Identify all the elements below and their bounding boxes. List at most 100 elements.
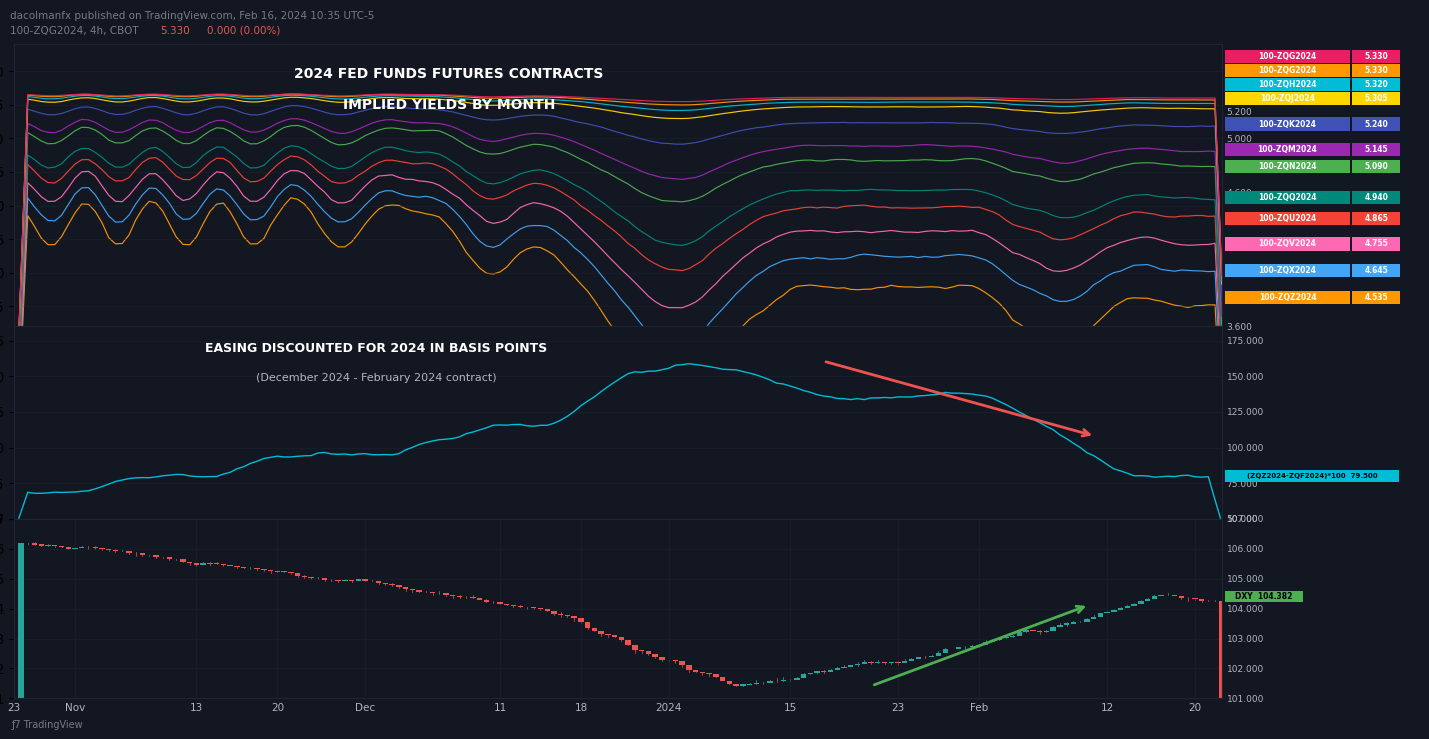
Bar	[1085, 619, 1089, 621]
Bar	[579, 619, 583, 622]
Bar	[517, 606, 523, 607]
Bar	[936, 653, 942, 655]
Bar	[976, 644, 982, 646]
Bar	[262, 568, 267, 571]
Bar	[200, 563, 206, 565]
Bar	[220, 564, 226, 565]
Bar	[356, 579, 362, 581]
Text: 4.535: 4.535	[1365, 293, 1388, 302]
Bar	[795, 678, 799, 680]
Text: (December 2024 - February 2024 contract): (December 2024 - February 2024 contract)	[256, 372, 497, 383]
Bar	[996, 638, 1002, 640]
Bar	[234, 566, 240, 568]
Bar	[19, 543, 24, 739]
Bar	[342, 580, 347, 581]
Bar	[477, 598, 483, 600]
Bar	[484, 600, 489, 602]
Bar	[443, 593, 449, 595]
Bar	[693, 670, 699, 672]
Bar	[713, 674, 719, 677]
Bar	[1152, 596, 1157, 599]
Bar	[673, 660, 679, 661]
Bar	[322, 578, 327, 579]
Bar	[1090, 617, 1096, 619]
Bar	[1192, 598, 1198, 599]
Bar	[416, 590, 422, 592]
Text: 5.090: 5.090	[1365, 162, 1388, 171]
Bar	[39, 545, 44, 546]
Bar	[59, 545, 64, 547]
Bar	[470, 597, 476, 598]
Bar	[902, 661, 907, 664]
Bar	[153, 555, 159, 556]
Bar	[956, 647, 962, 649]
Bar	[855, 664, 860, 665]
Bar	[659, 658, 664, 661]
Text: 100-ZQN2024: 100-ZQN2024	[1259, 162, 1316, 171]
Bar	[410, 589, 414, 590]
Text: IMPLIED YIELDS BY MONTH: IMPLIED YIELDS BY MONTH	[343, 98, 556, 112]
Bar	[626, 641, 630, 644]
Bar	[336, 580, 340, 581]
Bar	[1016, 632, 1022, 636]
Bar	[599, 630, 604, 634]
Bar	[227, 565, 233, 566]
Text: 100-ZQQ2024: 100-ZQQ2024	[1259, 193, 1316, 202]
Bar	[79, 547, 84, 548]
Bar	[632, 644, 637, 650]
Bar	[1125, 606, 1130, 607]
Text: ƒ7 TradingView: ƒ7 TradingView	[11, 720, 83, 730]
Bar	[733, 684, 739, 686]
Bar	[1010, 636, 1016, 637]
Bar	[646, 650, 652, 654]
Bar	[822, 671, 826, 672]
Bar	[943, 649, 947, 653]
Text: 100-ZQG2024: 100-ZQG2024	[1259, 66, 1316, 75]
Text: 4.865: 4.865	[1365, 214, 1388, 223]
Bar	[99, 548, 104, 550]
Bar	[909, 658, 915, 661]
Bar	[376, 581, 382, 583]
Text: 5.240: 5.240	[1365, 120, 1388, 129]
Bar	[706, 672, 712, 674]
Text: 4.645: 4.645	[1365, 266, 1388, 275]
Text: 5.145: 5.145	[1365, 145, 1388, 154]
Text: 100-ZQK2024: 100-ZQK2024	[1259, 120, 1316, 129]
Bar	[686, 665, 692, 670]
Bar	[267, 570, 273, 571]
Bar	[194, 563, 199, 565]
Text: EASING DISCOUNTED FOR 2024 IN BASIS POINTS: EASING DISCOUNTED FOR 2024 IN BASIS POIN…	[206, 342, 547, 355]
Bar	[1112, 610, 1116, 612]
Bar	[1117, 607, 1123, 610]
Text: 5.320: 5.320	[1365, 80, 1388, 89]
Bar	[1070, 621, 1076, 624]
Bar	[86, 547, 91, 548]
Bar	[544, 609, 550, 610]
Bar	[780, 680, 786, 681]
Bar	[679, 661, 684, 665]
Bar	[1043, 630, 1049, 632]
Bar	[1159, 595, 1163, 596]
Text: 100-ZQU2024: 100-ZQU2024	[1259, 214, 1316, 223]
Bar	[1199, 599, 1205, 601]
Bar	[510, 605, 516, 606]
Bar	[254, 568, 260, 569]
Bar	[140, 553, 146, 555]
Bar	[363, 579, 367, 581]
Text: 100-ZQV2024: 100-ZQV2024	[1259, 239, 1316, 248]
Bar	[572, 616, 577, 619]
Bar	[504, 604, 509, 605]
Bar	[835, 668, 840, 670]
Bar	[126, 551, 131, 553]
Bar	[592, 627, 597, 630]
Bar	[430, 592, 436, 593]
Bar	[1219, 601, 1225, 739]
Bar	[869, 661, 873, 663]
Bar	[1172, 595, 1177, 596]
Bar	[653, 654, 657, 658]
Bar	[113, 550, 119, 551]
Bar	[767, 681, 773, 683]
Bar	[532, 607, 536, 608]
Bar	[396, 585, 402, 587]
Text: 0.000 (0.00%): 0.000 (0.00%)	[207, 26, 280, 36]
